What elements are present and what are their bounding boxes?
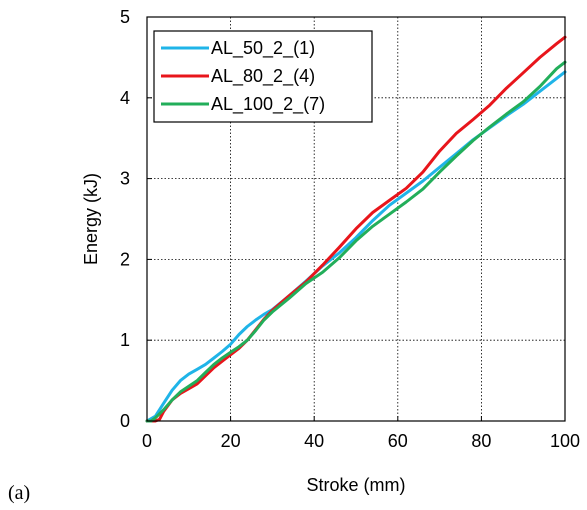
y-tick-label: 2	[120, 249, 130, 269]
legend-label: AL_50_2_(1)	[211, 38, 315, 59]
x-tick-label: 20	[221, 431, 241, 451]
y-tick-label: 1	[120, 330, 130, 350]
x-tick-label: 0	[142, 431, 152, 451]
y-tick-label: 5	[120, 7, 130, 27]
x-axis-title: Stroke (mm)	[307, 475, 406, 495]
plot-frame	[146, 16, 566, 422]
y-tick-label: 0	[120, 411, 130, 431]
tick-layer: 0 20 40 60 80 100 0 1 2 3 4 5	[120, 7, 580, 451]
y-axis-title: Energy (kJ)	[81, 173, 101, 265]
legend: AL_50_2_(1) AL_80_2_(4) AL_100_2_(7)	[153, 30, 373, 123]
legend-label: AL_80_2_(4)	[211, 66, 315, 87]
legend-label: AL_100_2_(7)	[211, 94, 325, 115]
y-tick-label: 4	[120, 88, 130, 108]
x-tick-label: 40	[304, 431, 324, 451]
series-line-3	[145, 60, 567, 423]
series-line-2	[145, 35, 567, 423]
x-tick-label: 60	[388, 431, 408, 451]
x-tick-label: 80	[471, 431, 491, 451]
panel-label: (a)	[8, 482, 30, 504]
series-layer	[145, 35, 567, 423]
x-tick-label: 100	[550, 431, 580, 451]
y-tick-label: 3	[120, 169, 130, 189]
